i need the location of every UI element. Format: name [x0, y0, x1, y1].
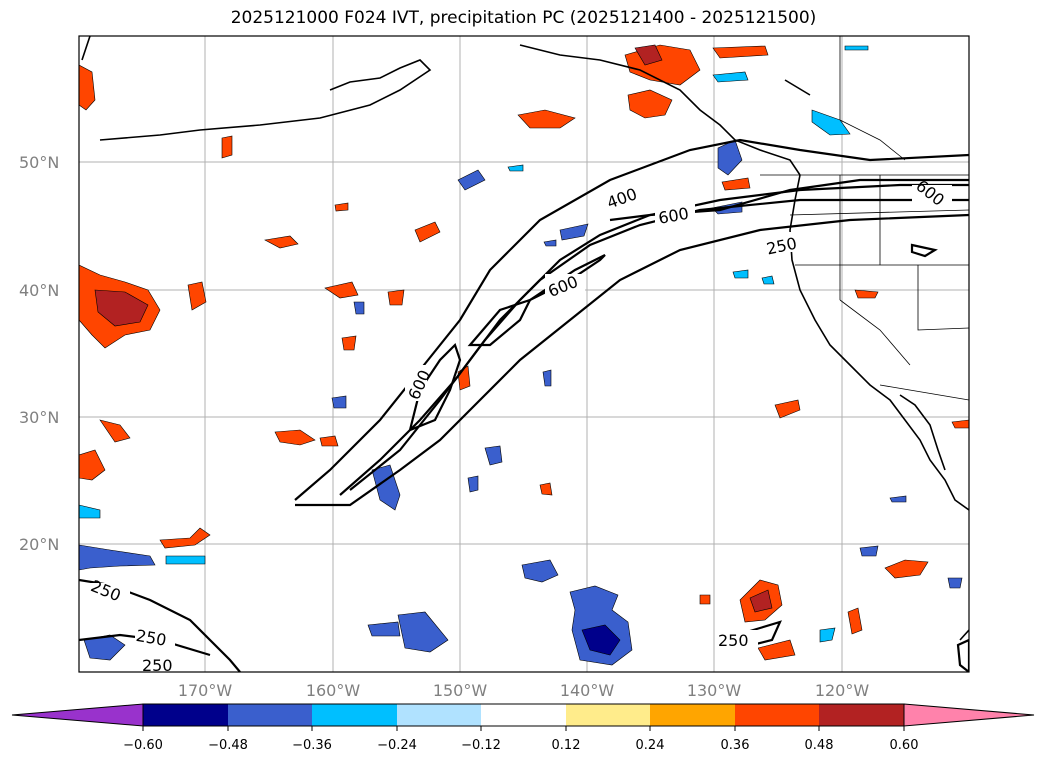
colorbar-tick-labels: −0.60 −0.48 −0.36 −0.24 −0.12 0.12 0.24 …	[123, 738, 918, 753]
state-borders	[760, 36, 969, 401]
colorbar-segment	[143, 704, 228, 726]
colorbar-extend-max	[903, 703, 1035, 727]
colorbar-segment	[397, 704, 481, 726]
colorbar-outline	[142, 703, 905, 727]
colorbar-tick-label: −0.36	[292, 738, 332, 753]
colorbar-ticks	[142, 726, 905, 731]
lon-label: 140°W	[560, 681, 615, 700]
colorbar-tick-label: −0.60	[123, 738, 163, 753]
contour-label: 250	[142, 656, 173, 675]
lon-label: 150°W	[433, 681, 488, 700]
colorbar-segments	[11, 703, 1035, 727]
precip-negative-anomalies	[79, 45, 963, 666]
lon-label: 120°W	[815, 681, 870, 700]
longitude-labels: 170°W 160°W 150°W 140°W 130°W 120°W	[178, 681, 870, 700]
precip-positive-anomalies	[79, 44, 969, 661]
colorbar-tick-label: −0.48	[208, 738, 248, 753]
lat-label: 40°N	[19, 281, 59, 300]
lat-label: 20°N	[19, 535, 59, 554]
lat-label: 50°N	[19, 153, 59, 172]
latitude-labels: 20°N 30°N 40°N 50°N	[19, 153, 59, 554]
colorbar-segment	[566, 704, 650, 726]
colorbar-segment	[228, 704, 312, 726]
lon-label: 160°W	[306, 681, 361, 700]
colorbar-tick-label: 0.60	[890, 738, 919, 753]
lon-label: 170°W	[178, 681, 233, 700]
contour-label: 250	[718, 631, 749, 650]
colorbar-segment	[650, 704, 735, 726]
colorbar-extend-min	[11, 703, 144, 727]
colorbar-tick-label: 0.48	[805, 738, 834, 753]
gridlines	[79, 36, 969, 672]
colorbar-tick-label: 0.24	[636, 738, 665, 753]
colorbar-tick-label: −0.12	[461, 738, 501, 753]
colorbar-segment	[481, 704, 566, 726]
colorbar-segment	[819, 704, 904, 726]
colorbar-tick-label: 0.12	[552, 738, 581, 753]
ivt-contours	[79, 138, 969, 672]
lat-label: 30°N	[19, 408, 59, 427]
colorbar: −0.60 −0.48 −0.36 −0.24 −0.12 0.12 0.24 …	[11, 703, 1035, 753]
map-frame	[78, 35, 970, 673]
map-title: 2025121000 F024 IVT, precipitation PC (2…	[230, 8, 817, 28]
colorbar-segment	[312, 704, 397, 726]
colorbar-segment	[735, 704, 819, 726]
colorbar-tick-label: 0.36	[721, 738, 750, 753]
colorbar-tick-label: −0.24	[377, 738, 417, 753]
lon-label: 130°W	[687, 681, 742, 700]
